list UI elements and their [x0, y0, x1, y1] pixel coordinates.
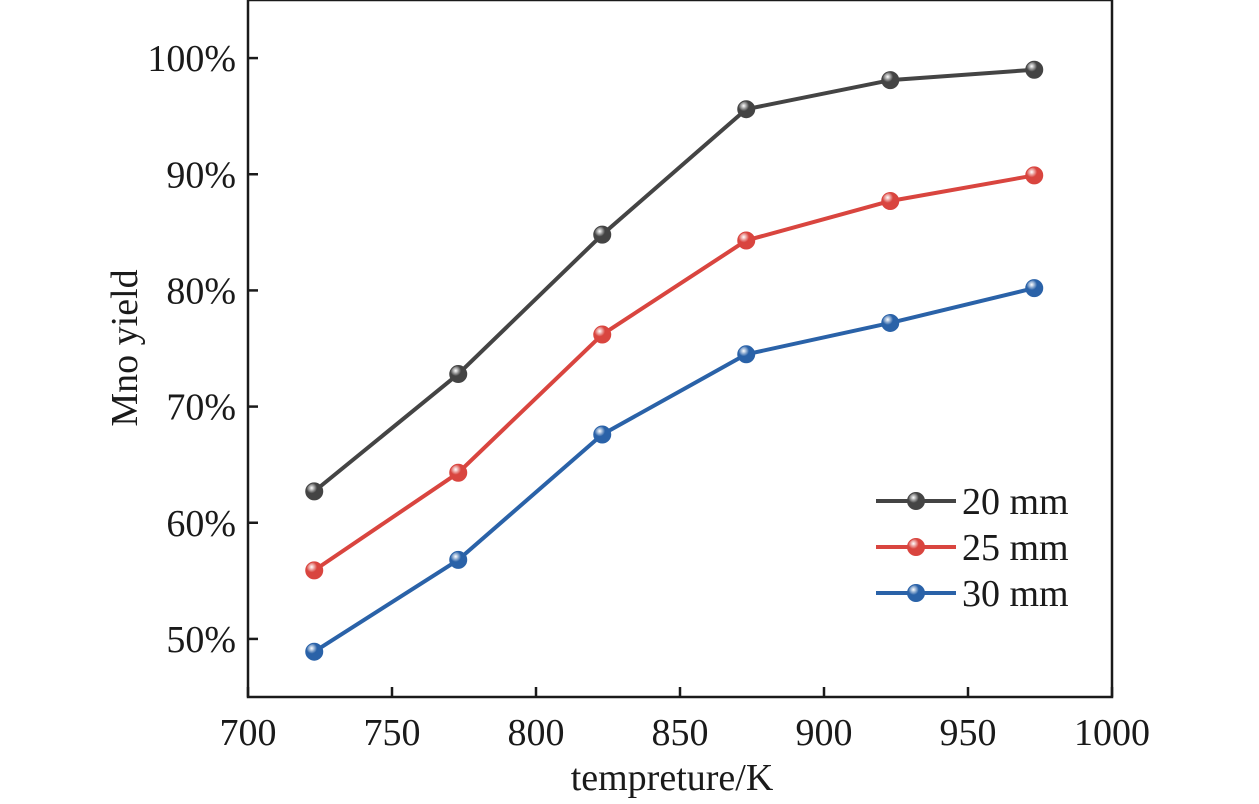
legend-swatch-marker — [907, 492, 925, 510]
x-tick-label: 700 — [220, 712, 277, 754]
legend-swatch-marker — [907, 584, 925, 602]
data-point — [449, 365, 468, 384]
legend-item: 30 mm — [876, 573, 1069, 615]
series-line — [312, 173, 1037, 573]
data-point — [881, 313, 900, 332]
data-point — [1025, 166, 1044, 185]
legend-label: 30 mm — [962, 573, 1069, 615]
data-point — [593, 225, 612, 244]
x-tick-label: 900 — [796, 712, 853, 754]
series-line — [312, 286, 1037, 654]
data-point — [305, 642, 324, 661]
y-axis-title: Mno yield — [104, 269, 146, 426]
data-point — [1025, 60, 1044, 79]
y-tick-label: 80% — [166, 270, 236, 312]
data-point — [449, 550, 468, 569]
legend-item: 25 mm — [876, 527, 1069, 569]
series-layer — [305, 60, 1044, 661]
data-point — [737, 100, 756, 119]
x-tick-label: 950 — [940, 712, 997, 754]
x-tick-label: 850 — [652, 712, 709, 754]
y-tick-label: 100% — [147, 38, 236, 80]
data-point — [305, 561, 324, 580]
x-tick-label: 1000 — [1074, 712, 1150, 754]
series-30-mm — [305, 279, 1044, 661]
series-line — [312, 67, 1037, 494]
x-tick-label: 750 — [364, 712, 421, 754]
data-point — [737, 345, 756, 364]
y-tick-label: 60% — [166, 503, 236, 545]
legend-item: 20 mm — [876, 481, 1069, 523]
legend-label: 25 mm — [962, 527, 1069, 569]
data-point — [593, 425, 612, 444]
legend-label: 20 mm — [962, 481, 1069, 523]
data-point — [449, 463, 468, 482]
y-axis-ticks: 50% 60% 70% 80% 90% 100% — [147, 38, 258, 661]
data-point — [881, 71, 900, 90]
series-25-mm — [305, 166, 1044, 580]
series-20-mm — [305, 60, 1044, 501]
legend-swatch-marker — [907, 538, 925, 556]
y-tick-label: 90% — [166, 154, 236, 196]
x-axis-title: tempreture/K — [571, 757, 774, 799]
x-axis-ticks: 700 750 800 850 900 950 1000 — [220, 687, 1150, 754]
x-tick-label: 800 — [508, 712, 565, 754]
data-point — [737, 231, 756, 250]
data-point — [881, 191, 900, 210]
y-tick-label: 50% — [166, 619, 236, 661]
data-point — [305, 482, 324, 501]
y-tick-label: 70% — [166, 387, 236, 429]
data-point — [593, 325, 612, 344]
data-point — [1025, 279, 1044, 298]
